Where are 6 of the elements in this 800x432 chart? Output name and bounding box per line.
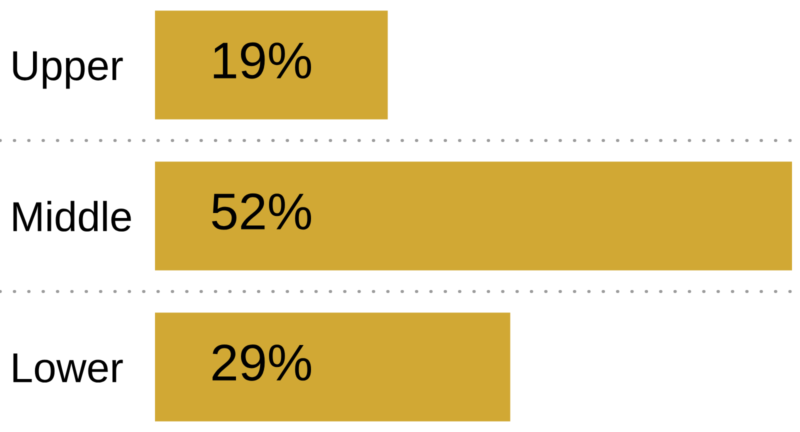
data-label: 19% xyxy=(214,42,312,79)
y-tick-label: Middle xyxy=(13,200,131,232)
y-tick-label: Upper xyxy=(13,51,123,89)
data-label: 52% xyxy=(212,193,312,230)
y-tick-label: Lower xyxy=(13,353,123,383)
data-label: 29% xyxy=(212,344,312,381)
